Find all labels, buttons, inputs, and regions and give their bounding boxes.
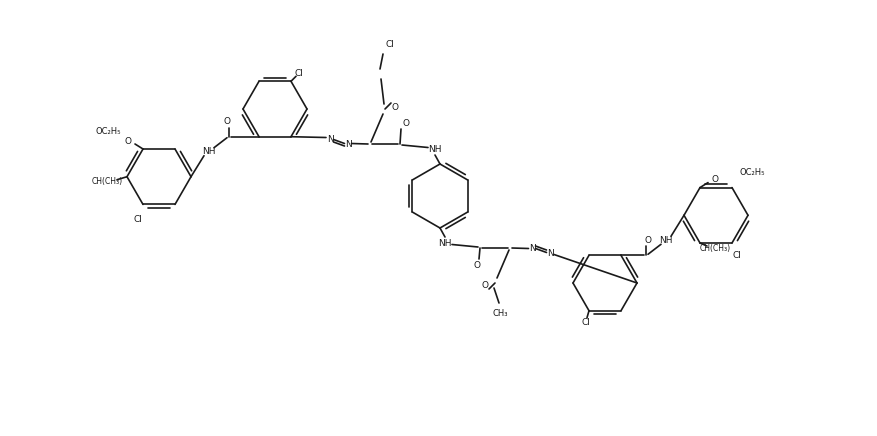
- Text: O: O: [125, 136, 132, 146]
- Text: Cl: Cl: [581, 318, 590, 327]
- Text: N: N: [345, 140, 352, 149]
- Text: NH: NH: [203, 147, 216, 156]
- Text: O: O: [403, 119, 410, 127]
- Text: NH: NH: [438, 238, 452, 248]
- Text: CH(CH₃): CH(CH₃): [91, 177, 123, 186]
- Text: Cl: Cl: [133, 215, 142, 224]
- Text: CH₃: CH₃: [492, 309, 508, 317]
- Text: OC₂H₅: OC₂H₅: [739, 168, 765, 177]
- Text: O: O: [481, 280, 488, 290]
- Text: CH(CH₃): CH(CH₃): [700, 243, 731, 252]
- Text: N: N: [529, 243, 535, 252]
- Text: OC₂H₅: OC₂H₅: [96, 126, 121, 136]
- Text: Cl: Cl: [732, 251, 741, 259]
- Text: NH: NH: [428, 144, 442, 153]
- Text: N: N: [546, 249, 553, 258]
- Text: O: O: [711, 175, 718, 184]
- Text: O: O: [645, 236, 652, 245]
- Text: NH: NH: [660, 236, 673, 245]
- Text: O: O: [391, 102, 398, 112]
- Text: Cl: Cl: [295, 69, 303, 78]
- Text: O: O: [474, 262, 481, 270]
- Text: N: N: [326, 134, 333, 143]
- Text: O: O: [224, 117, 231, 126]
- Text: Cl: Cl: [386, 40, 395, 48]
